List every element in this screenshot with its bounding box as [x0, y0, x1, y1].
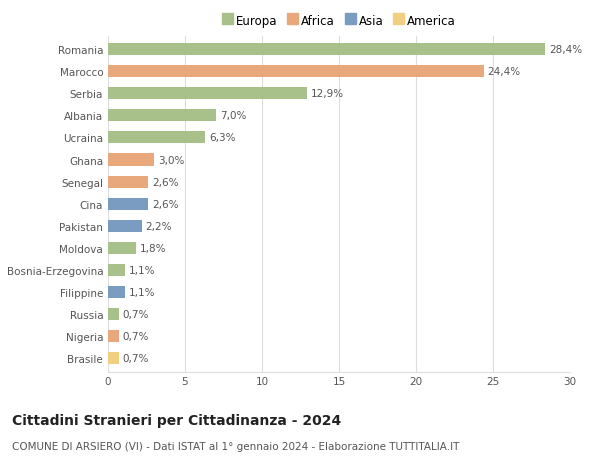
Text: 24,4%: 24,4% [488, 67, 521, 77]
Text: 2,2%: 2,2% [146, 221, 172, 231]
Text: 7,0%: 7,0% [220, 111, 246, 121]
Text: 0,7%: 0,7% [122, 353, 149, 364]
Text: 1,1%: 1,1% [129, 287, 155, 297]
Bar [108, 132, 205, 144]
Bar [108, 353, 119, 364]
Bar [108, 220, 142, 232]
Bar [108, 110, 216, 122]
Bar [108, 198, 148, 210]
Text: 2,6%: 2,6% [152, 199, 178, 209]
Bar [108, 242, 136, 254]
Text: 2,6%: 2,6% [152, 177, 178, 187]
Bar [108, 264, 125, 276]
Text: 12,9%: 12,9% [311, 89, 344, 99]
Bar [108, 44, 545, 56]
Bar [108, 330, 119, 342]
Text: Cittadini Stranieri per Cittadinanza - 2024: Cittadini Stranieri per Cittadinanza - 2… [12, 413, 341, 427]
Legend: Europa, Africa, Asia, America: Europa, Africa, Asia, America [222, 15, 456, 28]
Bar [108, 176, 148, 188]
Text: COMUNE DI ARSIERO (VI) - Dati ISTAT al 1° gennaio 2024 - Elaborazione TUTTITALIA: COMUNE DI ARSIERO (VI) - Dati ISTAT al 1… [12, 441, 460, 451]
Text: 6,3%: 6,3% [209, 133, 235, 143]
Bar [108, 286, 125, 298]
Text: 28,4%: 28,4% [549, 45, 583, 55]
Bar [108, 154, 154, 166]
Bar [108, 88, 307, 100]
Text: 1,8%: 1,8% [140, 243, 166, 253]
Text: 0,7%: 0,7% [122, 309, 149, 319]
Text: 3,0%: 3,0% [158, 155, 184, 165]
Text: 0,7%: 0,7% [122, 331, 149, 341]
Bar [108, 66, 484, 78]
Bar [108, 308, 119, 320]
Text: 1,1%: 1,1% [129, 265, 155, 275]
